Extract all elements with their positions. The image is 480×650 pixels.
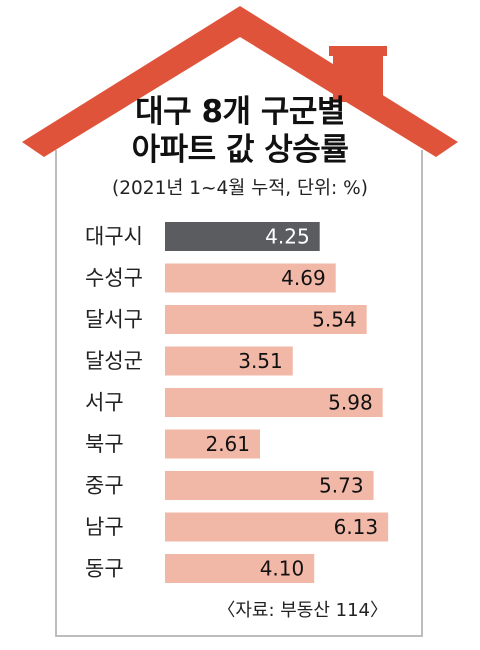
chimney-cap-shape <box>329 46 387 56</box>
chart-title-line-2: 아파트 값 상승률 <box>131 132 349 168</box>
bar <box>165 222 320 251</box>
house-wall-outline <box>55 150 423 637</box>
source-note: 〈자료: 부동산 114〉 <box>217 600 388 621</box>
category-label: 동구 <box>85 557 124 581</box>
category-label: 대구시 <box>85 225 143 249</box>
value-label: 5.54 <box>312 308 357 332</box>
value-label: 4.69 <box>281 266 326 290</box>
bar <box>165 346 293 376</box>
category-label: 북구 <box>85 432 124 456</box>
value-label: 6.13 <box>334 515 379 539</box>
roof-shape <box>22 6 458 157</box>
bar <box>165 388 383 417</box>
category-label: 달성군 <box>85 349 143 373</box>
bar <box>165 512 389 542</box>
value-label: 4.10 <box>260 557 305 581</box>
chart-subtitle: (2021년 1~4월 누적, 단위: %) <box>112 178 368 199</box>
value-label: 4.25 <box>265 225 310 249</box>
value-label: 3.51 <box>238 349 283 373</box>
bar-chart: 대구시 4.25 수성구 4.69 달서구 5.54 달성군 3.51 서구 5.98 북구 2.61… <box>85 222 389 583</box>
bar <box>165 263 336 293</box>
value-label: 2.61 <box>205 432 250 456</box>
value-label: 5.73 <box>319 474 364 498</box>
category-label: 달서구 <box>85 308 143 332</box>
bar <box>165 429 261 459</box>
category-label: 중구 <box>85 474 124 498</box>
category-label: 서구 <box>85 391 124 415</box>
chart-title-line-1: 대구 8개 구군별 <box>135 94 345 130</box>
value-label: 5.98 <box>328 391 373 415</box>
category-label: 수성구 <box>85 266 143 290</box>
bar <box>165 305 367 334</box>
category-label: 남구 <box>85 515 124 539</box>
bar <box>165 471 374 500</box>
bar <box>165 554 315 583</box>
